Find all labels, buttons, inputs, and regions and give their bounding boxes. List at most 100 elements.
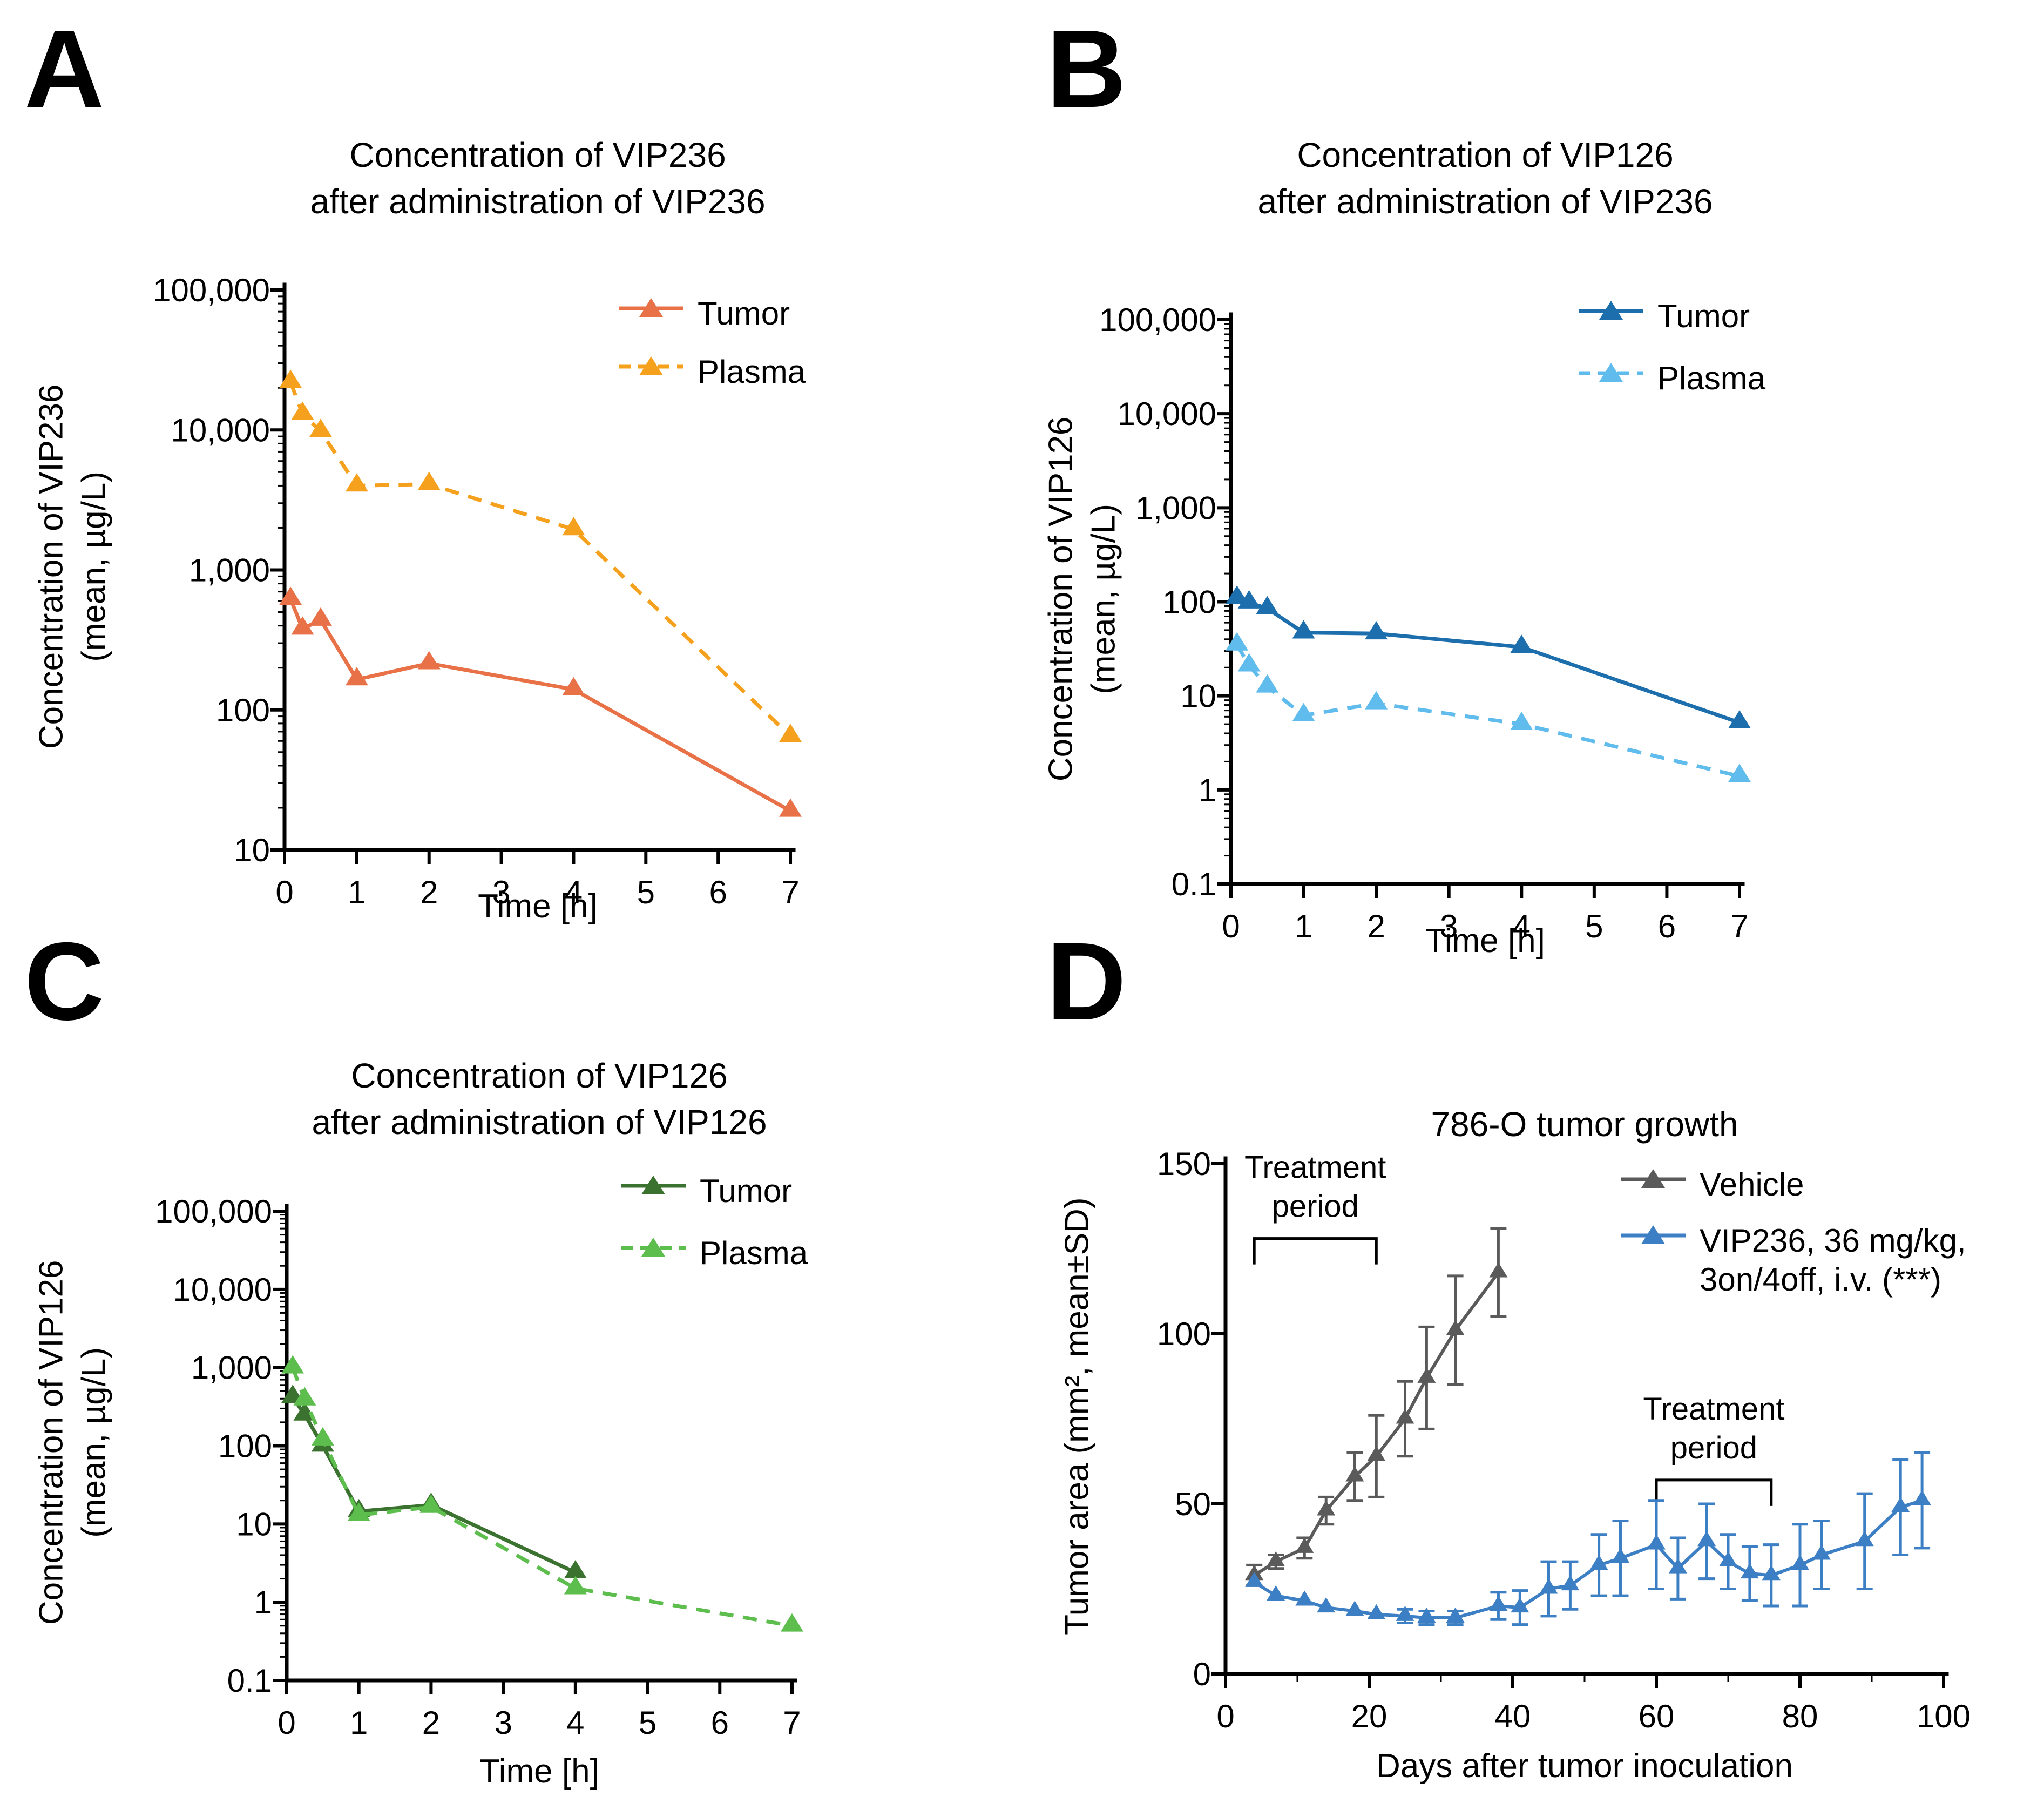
svg-text:6: 6 [709, 874, 727, 910]
panel-a-x-axis-label: Time [h] [478, 888, 598, 925]
panel-c-letter: C [24, 920, 106, 1043]
panel-d-chart-annotation-1: Treatment period [1244, 1150, 1386, 1265]
svg-text:100: 100 [1157, 1316, 1211, 1352]
svg-text:80: 80 [1782, 1698, 1818, 1734]
legend-a-plasma-label: Plasma [698, 354, 806, 390]
svg-text:5: 5 [1585, 908, 1603, 944]
panel-c-y-axis-label-line2: (mean, µg/L) [76, 1347, 113, 1538]
panel-b-letter: B [1046, 7, 1128, 131]
svg-text:20: 20 [1351, 1698, 1388, 1734]
panel-d-chart-series-vip236 [1245, 1451, 1932, 1626]
svg-text:1: 1 [254, 1584, 272, 1620]
svg-text:1,000: 1,000 [191, 1350, 272, 1386]
legend-c-plasma: Plasma [619, 1234, 808, 1273]
svg-text:0.1: 0.1 [1172, 866, 1216, 902]
svg-text:Treatment: Treatment [1244, 1150, 1386, 1185]
legend-d-vip236-label-line1: VIP236, 36 mg/kg, [1700, 1223, 1966, 1259]
legend-c-plasma-label: Plasma [700, 1235, 808, 1271]
legend-d-vip236-label: VIP236, 36 mg/kg, 3on/4off, i.v. (***) [1700, 1221, 1966, 1299]
legend-c-tumor-label: Tumor [700, 1173, 793, 1209]
legend-c-tumor: Tumor [619, 1172, 792, 1211]
legend-b-plasma: Plasma [1576, 359, 1765, 398]
svg-text:Treatment: Treatment [1643, 1392, 1784, 1427]
panel-c-title: Concentration of VIP126 after administra… [215, 1053, 863, 1146]
svg-text:1,000: 1,000 [1135, 490, 1216, 526]
panel-c-chart-series-plasma [281, 1355, 803, 1632]
legend-b-plasma-label: Plasma [1657, 360, 1766, 396]
svg-text:0: 0 [1222, 908, 1240, 944]
svg-text:100: 100 [1162, 584, 1216, 620]
svg-text:period: period [1670, 1430, 1757, 1466]
svg-text:2: 2 [1367, 908, 1385, 944]
panel-d-title: 786-O tumor growth [1261, 1102, 1908, 1148]
svg-text:100,000: 100,000 [153, 272, 270, 308]
panel-b-title-line2: after administration of VIP236 [1257, 181, 1713, 221]
svg-text:100: 100 [218, 1428, 272, 1464]
svg-text:period: period [1272, 1189, 1359, 1224]
svg-text:2: 2 [422, 1705, 440, 1741]
legend-d-vip236-marker-icon [1621, 1225, 1686, 1244]
svg-text:10,000: 10,000 [1117, 396, 1216, 432]
panel-a-y-axis-label-line1: Concentration of VIP236 [32, 384, 70, 749]
panel-b-title-line1: Concentration of VIP126 [1297, 136, 1674, 174]
svg-text:0: 0 [1216, 1698, 1234, 1734]
legend-d-vip236: VIP236, 36 mg/kg, 3on/4off, i.v. (***) [1619, 1221, 1966, 1299]
panel-a-y-axis-label: Concentration of VIP236 (mean, µg/L) [30, 188, 116, 944]
svg-text:10: 10 [234, 832, 270, 868]
svg-text:10: 10 [1180, 678, 1216, 714]
panel-a-y-axis-label-line2: (mean, µg/L) [76, 471, 113, 662]
svg-text:0: 0 [275, 874, 293, 910]
panel-a-chart-series-tumor [279, 586, 802, 817]
svg-text:100,000: 100,000 [1099, 302, 1216, 338]
panel-c-title-line1: Concentration of VIP126 [351, 1056, 728, 1095]
legend-a-tumor: Tumor [617, 294, 790, 333]
panel-d-x-axis-label: Days after tumor inoculation [1376, 1747, 1793, 1785]
panel-a-chart-series-plasma [279, 369, 802, 742]
panel-c-y-axis-label: Concentration of VIP126 (mean, µg/L) [30, 1064, 116, 1803]
svg-text:10,000: 10,000 [173, 1272, 272, 1308]
svg-text:0: 0 [1193, 1656, 1211, 1692]
svg-text:4: 4 [1513, 908, 1531, 944]
legend-b-tumor-marker-icon [1579, 301, 1643, 320]
legend-a-tumor-marker-icon [619, 298, 683, 317]
svg-text:1: 1 [350, 1705, 368, 1741]
legend-d-vip236-label-line2: 3on/4off, i.v. (***) [1700, 1261, 1942, 1298]
svg-text:1: 1 [1199, 772, 1216, 808]
svg-text:6: 6 [1658, 908, 1676, 944]
svg-text:3: 3 [494, 1705, 512, 1741]
legend-b-plasma-marker-icon [1579, 363, 1643, 382]
svg-text:40: 40 [1495, 1698, 1531, 1734]
svg-text:50: 50 [1175, 1486, 1211, 1522]
panel-d-chart-series-vehicle [1245, 1227, 1508, 1587]
panel-b-x-axis-label: Time [h] [1425, 922, 1545, 960]
svg-text:0.1: 0.1 [227, 1663, 272, 1699]
svg-text:0: 0 [278, 1705, 295, 1741]
svg-text:7: 7 [1730, 908, 1748, 944]
legend-a-tumor-label: Tumor [698, 295, 790, 332]
svg-text:60: 60 [1639, 1698, 1675, 1734]
panel-a-chart: 100,000 10,000 1,000 100 100 1 2 3 4 5 6 7 [153, 272, 802, 910]
panel-b-title: Concentration of VIP126 after administra… [1161, 132, 1809, 225]
legend-a-plasma: Plasma [617, 353, 806, 391]
svg-text:4: 4 [566, 1705, 584, 1741]
panel-a-letter: A [24, 7, 106, 131]
panel-b-y-axis-label-line1: Concentration of VIP126 [1042, 416, 1080, 782]
svg-text:100: 100 [1917, 1698, 1971, 1734]
svg-text:1: 1 [1295, 908, 1312, 944]
panel-c-chart: 100,000 10,000 1,000 100 10 1 0.10 1 2 3 4 5 6 7 [155, 1193, 803, 1741]
legend-b-tumor-label: Tumor [1657, 298, 1750, 334]
panel-d-letter: D [1046, 920, 1128, 1043]
svg-text:100: 100 [216, 692, 270, 728]
svg-text:3: 3 [492, 874, 510, 910]
legend-a-plasma-marker-icon [619, 356, 683, 375]
panel-a-title-line1: Concentration of VIP236 [349, 136, 726, 174]
panel-c-chart-series-tumor [281, 1385, 587, 1578]
legend-b-tumor: Tumor [1576, 297, 1750, 336]
panel-d-y-axis-label-line1: Tumor area (mm², mean±SD) [1058, 1197, 1096, 1635]
panel-d-y-axis-label: Tumor area (mm², mean±SD) [1055, 1038, 1098, 1794]
svg-text:5: 5 [637, 874, 655, 910]
panel-b-chart-series-tumor [1226, 585, 1751, 729]
svg-text:7: 7 [781, 874, 799, 910]
